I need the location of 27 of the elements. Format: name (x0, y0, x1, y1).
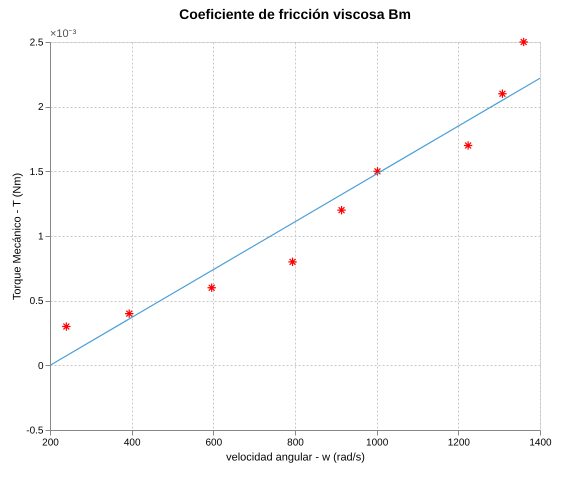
point (498, 88, 508, 99)
point (206, 282, 216, 293)
text: ×10⁻³ (50, 28, 77, 40)
y-tick-label: -0.5 (26, 426, 44, 436)
x-tick-label: 1000 (366, 438, 389, 448)
y-tick-label: 2 (38, 102, 44, 114)
x-tick-label: 200 (42, 438, 60, 448)
x-tick-label: 1400 (529, 438, 552, 448)
x-tick-label: 800 (287, 438, 304, 448)
x-axis-title: velocidad angular - w (rad/s) (226, 452, 365, 464)
chart-title: Coeficiente de fricción viscosa Bm (179, 6, 411, 22)
x-tick-label: 1200 (448, 438, 470, 448)
y-tick-label: 1 (38, 232, 44, 242)
point (336, 205, 346, 215)
y-tick-label: 0.5 (30, 296, 44, 308)
point (518, 37, 528, 47)
point (288, 257, 298, 267)
y-tick-label: 1.5 (30, 166, 44, 178)
point (124, 308, 134, 318)
point (463, 140, 473, 150)
y-axis-title: Torque Mecánico - T (Nm) (11, 172, 24, 300)
x-tick-label: 600 (205, 438, 223, 448)
point (372, 166, 382, 176)
x-tick-label: 400 (124, 438, 141, 448)
y-tick-label: 0 (38, 360, 44, 372)
y-tick-label: 2.5 (30, 38, 44, 48)
point (62, 322, 72, 332)
